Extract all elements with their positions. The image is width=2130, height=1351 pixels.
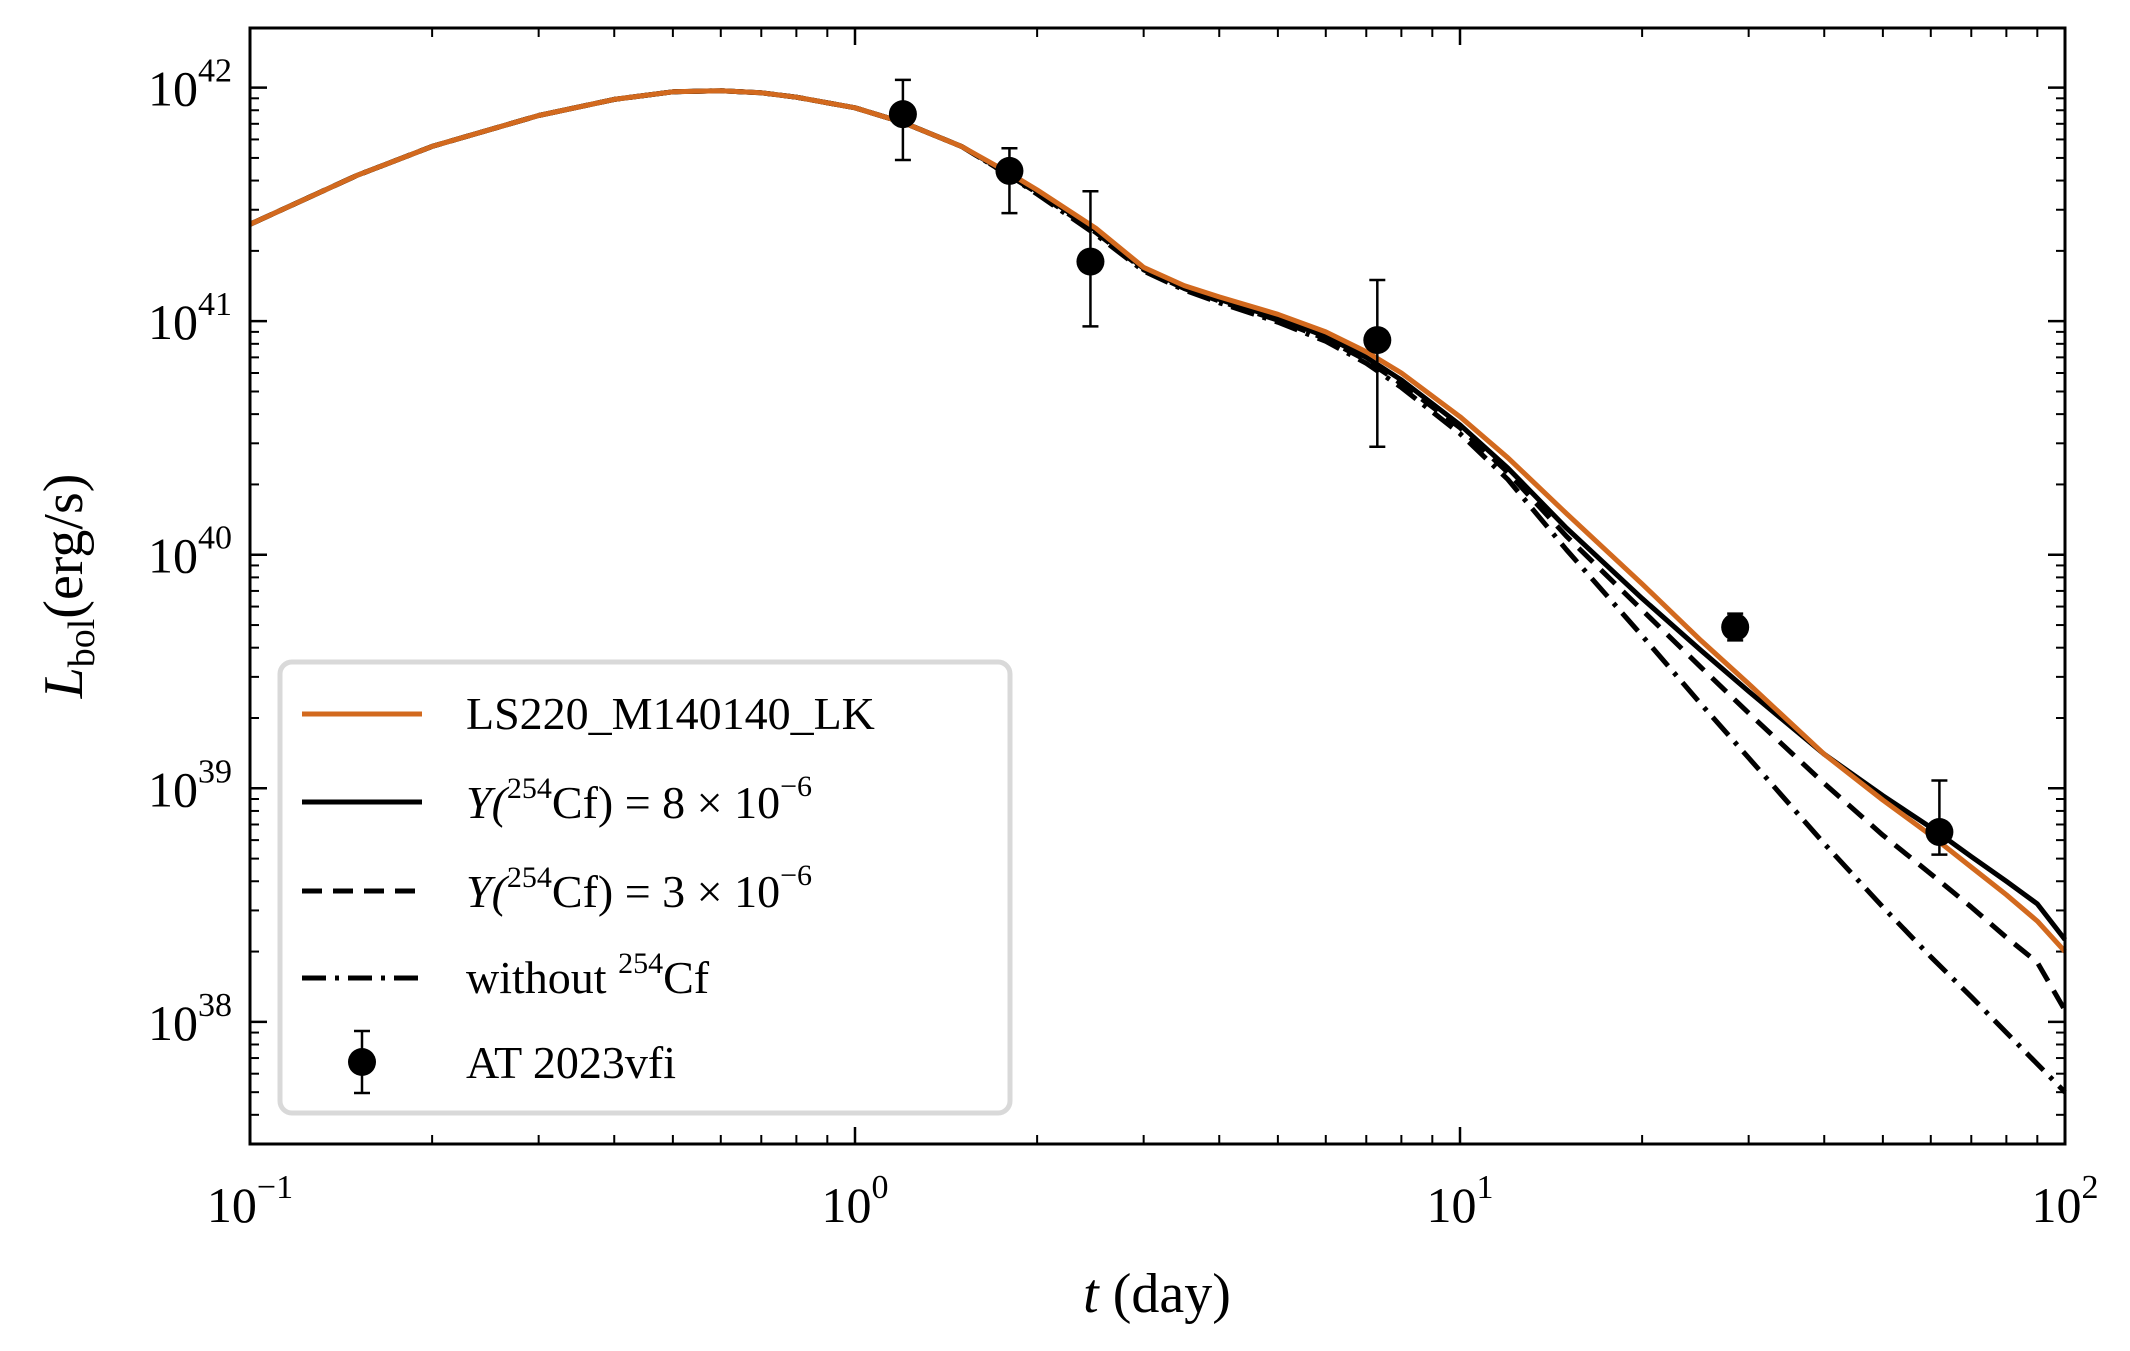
obs-point-0 — [888, 100, 917, 129]
x-axis-var: t — [1083, 1263, 1100, 1325]
y-tick-labels: 1038 1039 1040 1041 1042 — [148, 53, 232, 1051]
y-axis-unit: (erg/s) — [33, 474, 95, 619]
x-axis-title: t (day) — [1083, 1263, 1231, 1325]
y-tick-label: 1040 — [148, 520, 232, 584]
observations-layer — [888, 78, 1954, 856]
y-tick-label: 1041 — [148, 286, 232, 350]
legend-label-cf8: Y(254Cf) = 8 × 10−6 — [466, 770, 812, 828]
legend-label-obs: AT 2023vfi — [466, 1037, 676, 1088]
obs-point-1 — [995, 156, 1024, 185]
series-layer — [248, 88, 2068, 1094]
obs-point-4 — [1721, 613, 1750, 642]
x-tick-labels: 10−1 100 101 102 — [207, 1169, 2099, 1233]
x-tick-label: 10−1 — [207, 1169, 293, 1233]
x-axis-unit: (day) — [1113, 1263, 1231, 1325]
legend-box — [277, 659, 1013, 1116]
legend-handle-obs-point — [348, 1048, 376, 1076]
x-tick-label: 101 — [1427, 1169, 1494, 1233]
y-axis-var: L — [33, 667, 95, 699]
x-tick-label: 102 — [2032, 1169, 2099, 1233]
x-tick-label: 100 — [822, 1169, 889, 1233]
series-line-0 — [248, 88, 2067, 954]
legend-label-nocf: without 254Cf — [466, 947, 710, 1003]
y-tick-label: 1042 — [148, 53, 232, 117]
obs-point-3 — [1363, 326, 1392, 355]
y-axis-title: Lbol(erg/s) — [33, 474, 103, 700]
obs-point-5 — [1925, 818, 1954, 847]
y-tick-label: 1039 — [148, 753, 232, 817]
legend: LS220_M140140_LK Y(254Cf) = 8 × 10−6 Y(2… — [277, 659, 1013, 1116]
legend-label-model: LS220_M140140_LK — [466, 688, 875, 739]
legend-handles — [302, 711, 422, 1095]
major-ticks — [248, 28, 2067, 1144]
y-axis-sub: bol — [61, 619, 103, 668]
obs-point-2 — [1076, 247, 1105, 276]
plot-frame — [248, 26, 2067, 1146]
y-tick-label: 1038 — [148, 987, 232, 1051]
legend-label-cf3: Y(254Cf) = 3 × 10−6 — [466, 859, 812, 917]
